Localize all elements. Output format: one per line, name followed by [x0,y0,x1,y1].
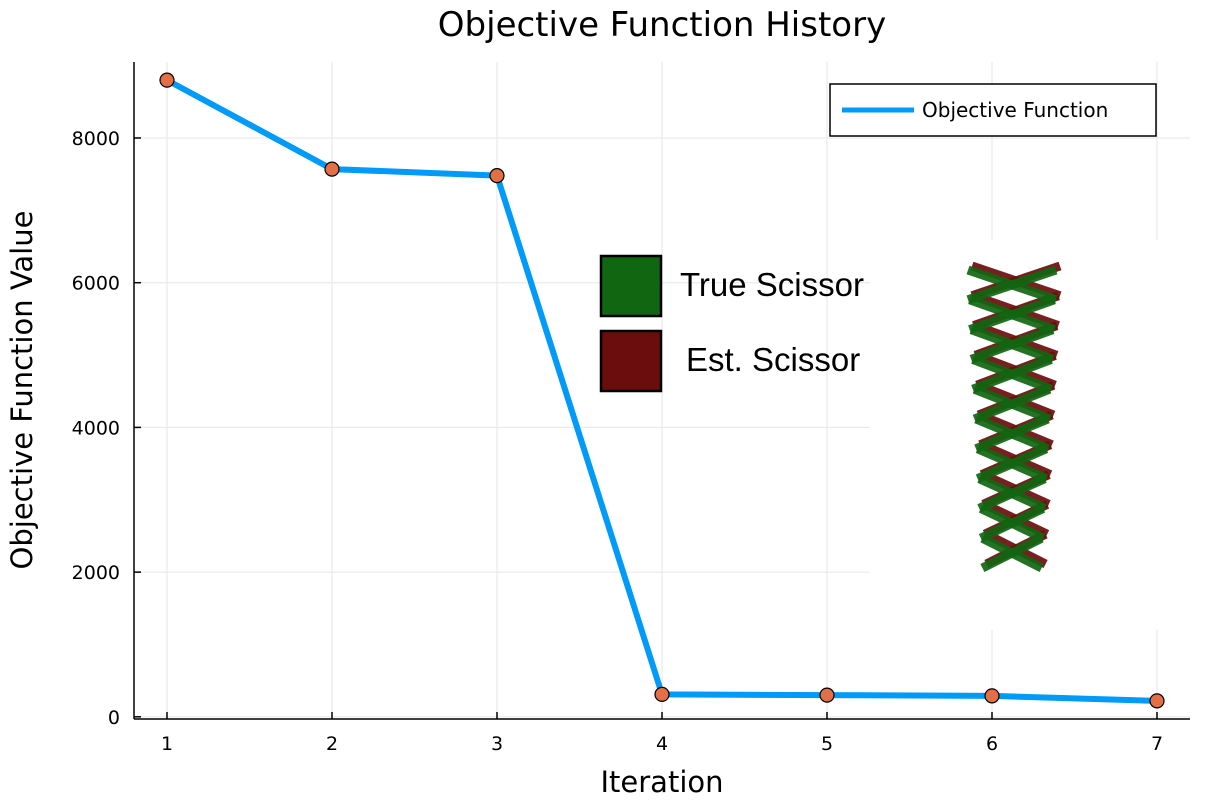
scissor-bar [966,265,1058,305]
x-tick-label: 2 [326,733,338,755]
tick-labels: 1 2 3 4 5 6 7 0 2000 4000 6000 8000 [72,128,1163,755]
data-point [1149,693,1165,709]
x-tick-label: 3 [491,733,503,755]
scissor-bar [978,504,1046,543]
chart-title: Objective Function History [438,5,886,45]
x-tick-label: 1 [161,733,173,755]
legend: Objective Function [829,83,1157,137]
inset-legend: True Scissor Est. Scissor [599,254,864,393]
data-point [324,161,340,177]
x-tick-label: 5 [821,733,833,755]
data-point [984,688,1000,704]
inset-swatch-est-scissor [599,329,663,393]
y-tick-label: 0 [108,707,120,729]
legend-label-objective-function: Objective Function [922,98,1108,122]
axis-ticks [134,137,1158,719]
x-tick-label: 6 [986,733,998,755]
inset-label-est-scissor: Est. Scissor [686,341,860,378]
scissor-bar [980,534,1044,573]
scissor-bar [968,295,1056,334]
y-tick-label: 8000 [72,128,120,150]
scissor-bar [972,385,1052,424]
data-point [819,687,835,703]
inset-swatch-true-scissor [599,254,663,318]
series-objective-function [159,72,1165,709]
scissor-bar [974,414,1050,453]
scissor-bar [969,325,1055,364]
x-tick-label: 4 [656,733,668,755]
data-point [489,168,505,184]
inset-label-true-scissor: True Scissor [680,266,864,303]
y-tick-label: 6000 [72,273,120,295]
data-point [159,72,175,88]
scissor-bar [977,474,1047,513]
x-tick-label: 7 [1151,733,1163,755]
y-tick-label: 2000 [72,562,120,584]
scissor-bar [971,355,1053,394]
y-tick-label: 4000 [72,417,120,439]
data-point [654,686,670,702]
x-axis-label: Iteration [600,765,723,799]
scissor-mechanism-illustration [966,261,1062,573]
scissor-bar [975,444,1049,483]
y-axis-label: Objective Function Value [5,211,39,570]
